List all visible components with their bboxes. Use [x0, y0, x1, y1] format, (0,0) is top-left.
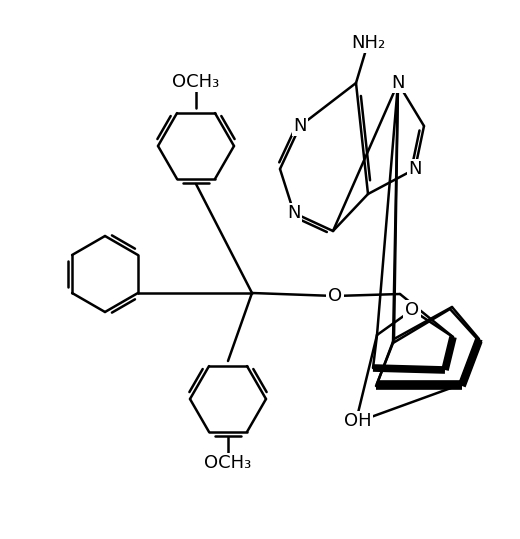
- Text: O: O: [328, 287, 342, 305]
- Text: N: N: [287, 204, 301, 222]
- Text: N: N: [293, 117, 307, 135]
- Text: N: N: [408, 160, 422, 178]
- Text: NH₂: NH₂: [351, 34, 385, 52]
- Text: O: O: [405, 301, 419, 319]
- Text: OH: OH: [344, 412, 372, 430]
- Text: OCH₃: OCH₃: [204, 454, 252, 472]
- Text: N: N: [391, 74, 405, 92]
- Text: OCH₃: OCH₃: [172, 73, 219, 91]
